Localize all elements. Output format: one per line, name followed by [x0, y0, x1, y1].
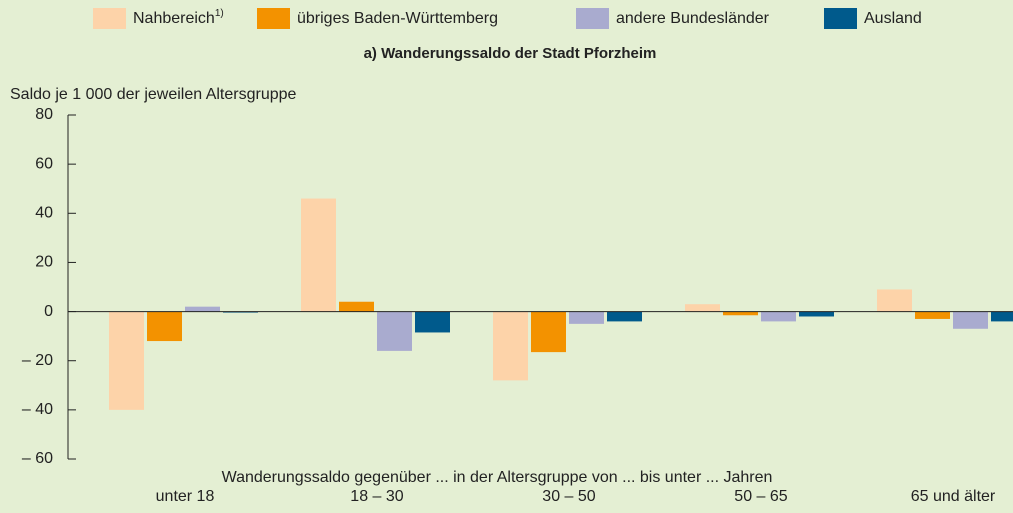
bar	[147, 311, 182, 342]
y-tick-label: – 40	[22, 401, 53, 418]
bar	[953, 311, 988, 329]
legend-swatch	[257, 8, 290, 29]
bar	[339, 301, 374, 312]
bar	[109, 311, 144, 410]
x-tick-label: 18 – 30	[350, 488, 403, 505]
y-tick-label: 60	[35, 155, 53, 172]
bar	[493, 311, 528, 381]
bar	[531, 311, 566, 353]
y-tick-label: 80	[35, 106, 53, 123]
bar	[377, 311, 412, 351]
legend-label: andere Bundesländer	[616, 10, 770, 27]
x-tick-label: 65 und älter	[911, 488, 996, 505]
bar	[915, 311, 950, 319]
bar	[723, 311, 758, 316]
bar	[761, 311, 796, 322]
bar	[799, 311, 834, 317]
x-tick-label: 50 – 65	[734, 488, 787, 505]
y-tick-label: – 20	[22, 352, 53, 369]
bar	[991, 311, 1013, 322]
bar	[877, 289, 912, 312]
bar	[607, 311, 642, 322]
legend-swatch	[576, 8, 609, 29]
chart-title: a) Wanderungssaldo der Stadt Pforzheim	[364, 45, 657, 62]
y-tick-label: 40	[35, 205, 53, 222]
legend-label: Nahbereich1)	[133, 8, 224, 28]
y-tick-label: – 60	[22, 450, 53, 467]
y-axis-label: Saldo je 1 000 der jeweilen Altersgruppe	[10, 86, 297, 103]
bar	[301, 198, 336, 312]
x-tick-label: 30 – 50	[542, 488, 595, 505]
x-axis-label: Wanderungssaldo gegenüber ... in der Alt…	[222, 469, 773, 486]
bar	[415, 311, 450, 333]
legend-swatch	[824, 8, 857, 29]
legend-label: übriges Baden-Württemberg	[297, 10, 498, 27]
legend-footnote: 1)	[215, 8, 224, 19]
x-tick-label: unter 18	[156, 488, 215, 505]
bar	[185, 306, 220, 312]
legend-swatch	[93, 8, 126, 29]
y-tick-label: 20	[35, 254, 53, 271]
legend-label: Ausland	[864, 10, 922, 27]
bar	[685, 304, 720, 312]
y-tick-label: 0	[44, 303, 53, 320]
bar	[569, 311, 604, 324]
